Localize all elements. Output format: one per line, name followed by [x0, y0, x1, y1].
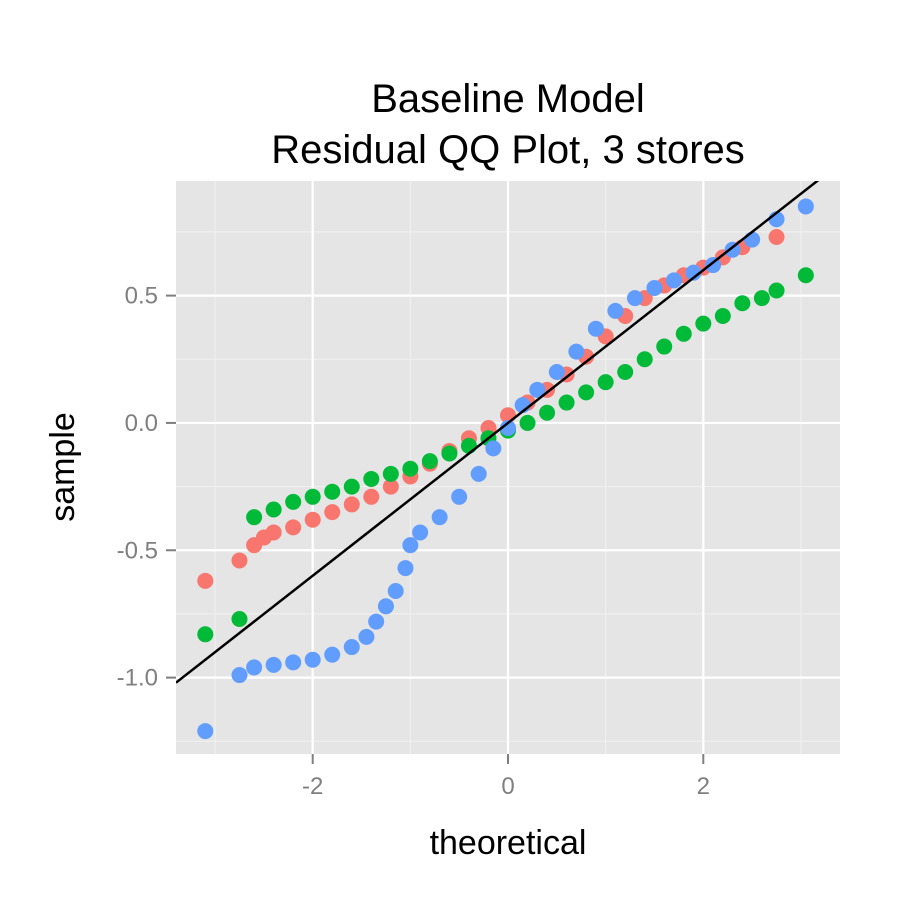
- x-axis-title: theoretical: [430, 824, 587, 862]
- series-3-point: [324, 646, 341, 663]
- series-2-point: [558, 394, 575, 411]
- y-tick-label: -1.0: [117, 665, 158, 692]
- series-1-point: [285, 519, 302, 536]
- series-2-point: [265, 501, 282, 518]
- series-2-point: [460, 437, 477, 454]
- y-tick-label: 0.0: [125, 410, 158, 437]
- qq-reference-line: [176, 181, 820, 684]
- series-3-point: [744, 231, 761, 248]
- series-2-point: [636, 351, 653, 368]
- series-2-point: [343, 478, 360, 495]
- series-3-point: [500, 420, 516, 437]
- x-axis-ticks: -2 0 2: [302, 754, 710, 800]
- series-1-point: [231, 552, 248, 569]
- series-3-point: [431, 509, 448, 526]
- series-1-point: [197, 572, 214, 589]
- series-1-point: [324, 504, 341, 521]
- series-2-point: [441, 445, 458, 462]
- series-3-point: [607, 302, 624, 319]
- series-3-point: [412, 524, 429, 541]
- series-3-point: [397, 560, 414, 577]
- series-1-point: [265, 524, 282, 541]
- series-3-point: [402, 537, 419, 554]
- series-3-point: [368, 613, 385, 630]
- series-3-point: [231, 667, 248, 684]
- series-3-point: [666, 272, 682, 289]
- series-3-point: [485, 440, 502, 457]
- series-3-point: [470, 465, 487, 482]
- series-2-point: [324, 483, 341, 500]
- series-1-point: [343, 496, 360, 513]
- series-3-point: [285, 654, 302, 671]
- series-2-point: [285, 493, 302, 510]
- series-3-point: [304, 651, 321, 668]
- series-2-point: [519, 414, 536, 431]
- series-3-point: [197, 723, 214, 740]
- series-3-point: [387, 583, 404, 600]
- series-3-point: [451, 488, 468, 505]
- series-3-point: [724, 241, 741, 258]
- series-1-point: [304, 511, 321, 528]
- y-tick-label: -0.5: [117, 537, 158, 564]
- series-2-point: [363, 470, 380, 487]
- series-3-point: [377, 598, 394, 615]
- series-2-point: [714, 307, 731, 324]
- series-2-point: [197, 626, 214, 643]
- y-axis-title: sample: [44, 412, 82, 522]
- series-3-point: [797, 198, 814, 215]
- series-3-point: [568, 343, 585, 360]
- series-2-point: [768, 282, 785, 299]
- y-axis-ticks: -1.0 -0.5 0.0 0.5: [117, 283, 176, 692]
- series-2-point: [797, 267, 814, 284]
- x-tick-label: 0: [501, 773, 514, 800]
- series-2-point: [246, 509, 263, 526]
- series-2-point: [617, 364, 634, 380]
- series-3-point: [246, 659, 263, 676]
- series-2-point: [753, 290, 770, 307]
- series-3-point: [358, 628, 375, 645]
- reference-line-group: [176, 181, 820, 684]
- series-3-point: [548, 364, 565, 380]
- x-tick-label: -2: [302, 773, 323, 800]
- chart-title-line-1: Baseline Model: [371, 77, 645, 121]
- series-2-point: [656, 338, 673, 355]
- series-3-point: [626, 290, 643, 307]
- series-1-point: [768, 229, 785, 246]
- series-2-point: [675, 325, 692, 342]
- series-1-point: [382, 478, 399, 495]
- series-2-point: [231, 611, 248, 628]
- series-2-point: [597, 374, 614, 391]
- series-3-point: [685, 264, 702, 281]
- series-2-point: [421, 453, 438, 470]
- series-2-point: [304, 488, 321, 505]
- series-3-point: [343, 639, 360, 656]
- series-2-point: [402, 460, 419, 477]
- series-3-point: [265, 656, 282, 673]
- series-3-point: [705, 257, 722, 274]
- chart-title-line-2: Residual QQ Plot, 3 stores: [271, 128, 745, 172]
- series-2-point: [734, 295, 751, 312]
- series-3-point: [587, 320, 604, 337]
- series-2-point: [578, 384, 595, 401]
- x-tick-label: 2: [697, 773, 710, 800]
- y-tick-label: 0.5: [125, 283, 158, 310]
- series-3-point: [529, 381, 546, 398]
- series-2-point: [695, 315, 712, 332]
- series-2-point: [382, 465, 399, 482]
- series-1-point: [363, 488, 380, 505]
- series-2-point: [539, 404, 556, 421]
- data-points: [197, 198, 814, 740]
- series-3-point: [646, 279, 663, 296]
